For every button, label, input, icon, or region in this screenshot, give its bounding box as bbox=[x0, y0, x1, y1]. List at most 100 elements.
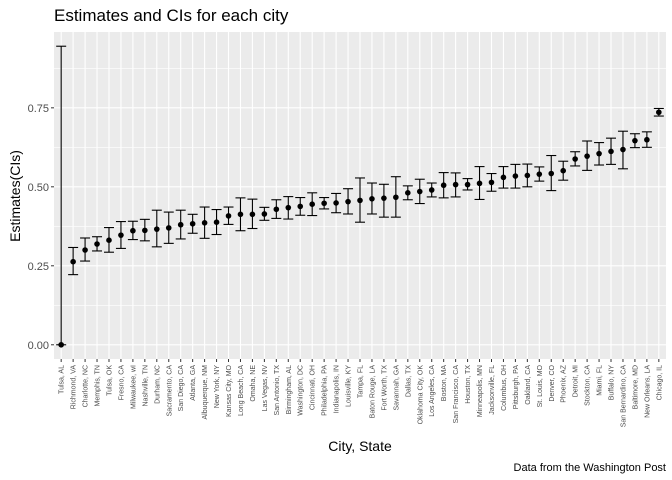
y-tick-label: 0.00 bbox=[28, 340, 49, 352]
estimate-point bbox=[225, 213, 232, 219]
x-tick-label: Los Angeles, CA bbox=[429, 365, 436, 417]
estimate-point bbox=[82, 247, 88, 253]
x-tick-label: Albuquerque, NM bbox=[202, 365, 209, 420]
x-tick-label: St. Louis, MO bbox=[537, 364, 544, 407]
x-tick-label: Oakland, CA bbox=[525, 365, 532, 405]
estimate-point bbox=[644, 136, 650, 143]
estimate-point bbox=[572, 156, 578, 162]
estimate-point bbox=[189, 220, 196, 227]
x-tick-label: Kansas City, MO bbox=[226, 364, 233, 417]
estimate-point bbox=[524, 172, 531, 179]
x-tick-label: Detroit, MI bbox=[573, 365, 580, 397]
estimate-point bbox=[393, 194, 399, 201]
estimate-point bbox=[608, 148, 614, 155]
x-tick-label: Fresno, CA bbox=[118, 365, 125, 401]
x-tick-label: Birmingham, AL bbox=[286, 365, 293, 415]
estimate-point bbox=[333, 200, 339, 206]
chart-title: Estimates and CIs for each city bbox=[54, 6, 289, 25]
x-tick-label: Miami, FL bbox=[597, 365, 604, 396]
x-tick-label: Oklahoma City, OK bbox=[417, 365, 424, 425]
x-tick-label: Las Vegas, NV bbox=[262, 365, 269, 412]
x-tick-label: Chicago, IL bbox=[656, 365, 663, 401]
estimate-point bbox=[70, 258, 76, 265]
estimate-point bbox=[464, 181, 471, 188]
x-tick-label: Tulsa, AL bbox=[59, 365, 66, 394]
estimate-point bbox=[512, 173, 519, 179]
estimate-point bbox=[309, 201, 315, 207]
estimate-point bbox=[500, 174, 507, 181]
estimate-point bbox=[142, 227, 148, 234]
x-tick-label: Fort Worth, TX bbox=[381, 365, 388, 411]
x-axis-title: City, State bbox=[328, 438, 392, 454]
estimate-point bbox=[285, 204, 292, 211]
y-axis-title: Estimates(CIs) bbox=[7, 150, 23, 242]
estimate-point bbox=[476, 180, 483, 187]
estimate-point bbox=[237, 211, 244, 218]
estimate-point bbox=[165, 225, 172, 231]
x-tick-label: Omaha, NE bbox=[250, 365, 257, 402]
estimate-point bbox=[201, 220, 208, 226]
estimate-point bbox=[273, 206, 280, 213]
estimate-point bbox=[536, 171, 543, 177]
estimate-point bbox=[213, 219, 220, 225]
estimate-point bbox=[452, 181, 459, 188]
estimate-point bbox=[297, 203, 304, 210]
estimate-point bbox=[345, 198, 351, 205]
estimate-point bbox=[106, 237, 112, 244]
estimate-point bbox=[177, 221, 184, 228]
x-tick-label: Nashville, TN bbox=[142, 365, 149, 407]
estimate-point bbox=[130, 227, 136, 234]
x-tick-label: Stockton, CA bbox=[585, 365, 592, 406]
x-tick-label: Charlotte, NC bbox=[83, 365, 90, 407]
x-tick-label: Indianapolis, IN bbox=[334, 365, 341, 413]
estimate-point bbox=[548, 170, 555, 177]
x-tick-label: San Bernardino, CA bbox=[620, 365, 627, 428]
estimate-point bbox=[488, 179, 495, 186]
estimate-point bbox=[656, 109, 662, 116]
x-tick-label: Dallas, TX bbox=[405, 365, 412, 397]
y-tick-label: 0.25 bbox=[28, 261, 49, 273]
estimate-point bbox=[261, 211, 268, 217]
x-tick-label: Columbus, OH bbox=[501, 365, 508, 411]
x-tick-label: Richmond, VA bbox=[71, 365, 78, 410]
estimate-point bbox=[560, 167, 567, 174]
x-tick-label: Savannah, GA bbox=[393, 365, 400, 411]
estimate-point bbox=[249, 211, 256, 218]
x-tick-label: New York, NY bbox=[214, 365, 221, 409]
x-tick-label: San Francisco, CA bbox=[453, 365, 460, 424]
x-tick-label: Memphis, TN bbox=[95, 365, 102, 407]
estimate-point bbox=[632, 137, 638, 144]
x-tick-label: Sacramento, CA bbox=[166, 365, 173, 417]
x-tick-label: Louisville, KY bbox=[346, 365, 353, 407]
x-tick-label: Phoenix, AZ bbox=[561, 364, 568, 402]
x-tick-label: Pittsburgh, PA bbox=[513, 365, 520, 410]
estimate-point bbox=[369, 196, 375, 202]
y-axis: 0.00 0.25 0.50 0.75 bbox=[28, 103, 54, 352]
estimate-point bbox=[321, 200, 327, 207]
estimate-point bbox=[357, 197, 363, 204]
x-tick-label: Tulsa, OK bbox=[106, 365, 113, 396]
x-tick-label: Atlanta, GA bbox=[190, 365, 197, 401]
y-tick-label: 0.50 bbox=[28, 182, 49, 194]
x-tick-label: Baton Rouge, LA bbox=[369, 365, 376, 419]
x-tick-label: Denver, CO bbox=[549, 364, 556, 401]
x-tick-label: Boston, MA bbox=[441, 365, 448, 402]
x-axis: Tulsa, AL Richmond, VA Charlotte, NC Memphi… bbox=[59, 359, 663, 428]
x-tick-label: Buffalo, NY bbox=[609, 365, 616, 401]
estimate-point bbox=[381, 195, 387, 201]
x-tick-label: San Diego, CA bbox=[178, 365, 185, 412]
estimate-point bbox=[153, 226, 160, 232]
estimate-point bbox=[440, 182, 447, 189]
x-tick-label: Durham, NC bbox=[154, 365, 161, 404]
x-tick-label: Tampa, FL bbox=[358, 365, 365, 398]
estimate-point bbox=[584, 153, 590, 159]
x-tick-label: Minneapolis, MN bbox=[477, 365, 484, 417]
x-tick-label: Cincinnati, OH bbox=[310, 365, 317, 410]
x-tick-label: Washington, DC bbox=[298, 365, 305, 416]
estimate-point bbox=[596, 150, 602, 157]
x-tick-label: New Orleans, LA bbox=[644, 365, 651, 418]
x-tick-label: San Antonio, TX bbox=[274, 365, 281, 416]
estimate-point bbox=[58, 341, 64, 348]
estimate-point bbox=[416, 188, 423, 195]
